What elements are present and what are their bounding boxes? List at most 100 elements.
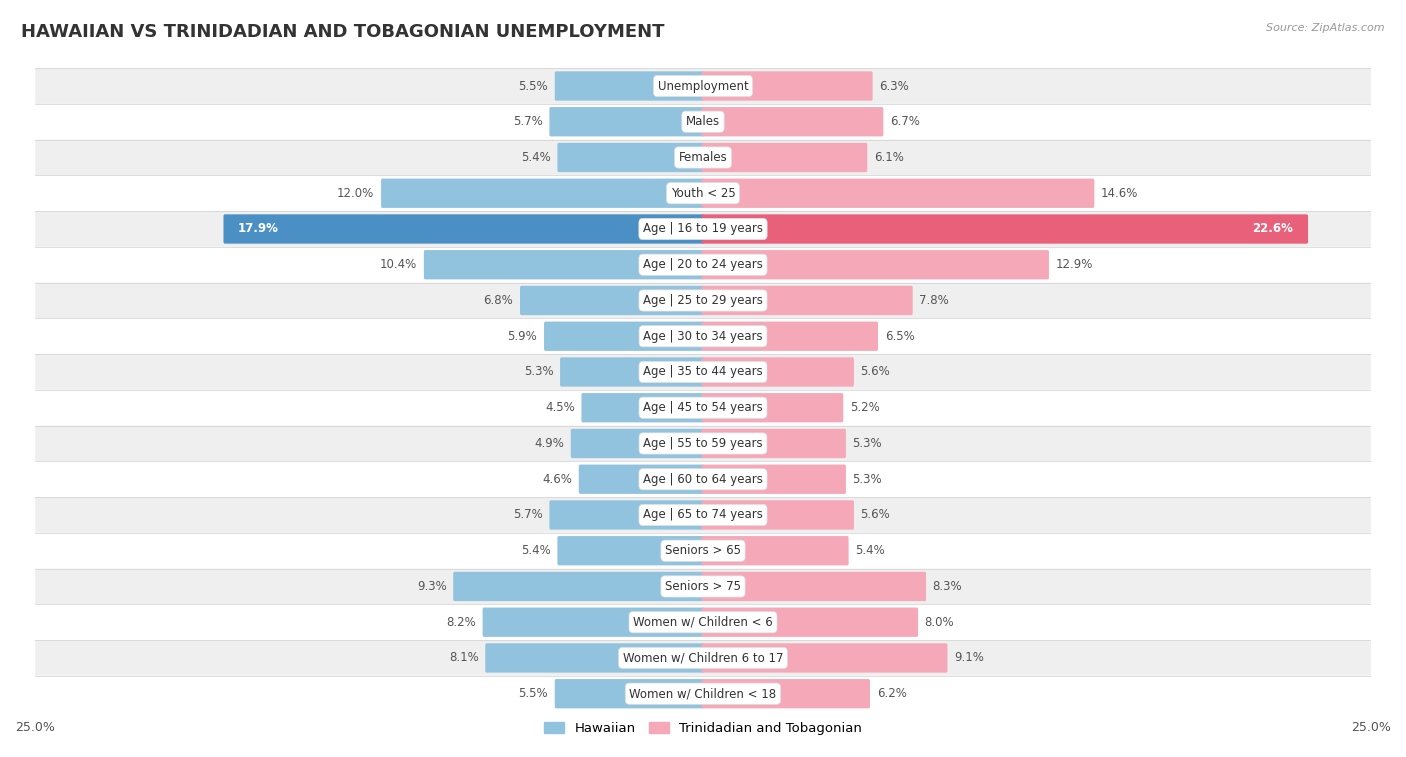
FancyBboxPatch shape	[35, 533, 1371, 569]
FancyBboxPatch shape	[702, 107, 883, 136]
Text: Age | 16 to 19 years: Age | 16 to 19 years	[643, 223, 763, 235]
Text: Seniors > 75: Seniors > 75	[665, 580, 741, 593]
FancyBboxPatch shape	[35, 176, 1371, 211]
FancyBboxPatch shape	[582, 393, 704, 422]
Text: 22.6%: 22.6%	[1253, 223, 1294, 235]
Text: 9.3%: 9.3%	[416, 580, 447, 593]
FancyBboxPatch shape	[560, 357, 704, 387]
FancyBboxPatch shape	[35, 425, 1371, 461]
FancyBboxPatch shape	[571, 428, 704, 458]
Text: 5.7%: 5.7%	[513, 509, 543, 522]
Text: 4.6%: 4.6%	[543, 472, 572, 486]
Text: 5.7%: 5.7%	[513, 115, 543, 128]
FancyBboxPatch shape	[702, 428, 846, 458]
Legend: Hawaiian, Trinidadian and Tobagonian: Hawaiian, Trinidadian and Tobagonian	[538, 716, 868, 740]
Text: Age | 20 to 24 years: Age | 20 to 24 years	[643, 258, 763, 271]
Text: Age | 45 to 54 years: Age | 45 to 54 years	[643, 401, 763, 414]
Text: HAWAIIAN VS TRINIDADIAN AND TOBAGONIAN UNEMPLOYMENT: HAWAIIAN VS TRINIDADIAN AND TOBAGONIAN U…	[21, 23, 665, 41]
FancyBboxPatch shape	[35, 569, 1371, 604]
FancyBboxPatch shape	[557, 143, 704, 172]
FancyBboxPatch shape	[702, 500, 853, 530]
Text: 6.3%: 6.3%	[879, 79, 910, 92]
Text: Females: Females	[679, 151, 727, 164]
Text: 6.7%: 6.7%	[890, 115, 920, 128]
Text: 8.0%: 8.0%	[925, 615, 955, 629]
Text: 5.6%: 5.6%	[860, 509, 890, 522]
Text: 5.3%: 5.3%	[524, 366, 554, 378]
FancyBboxPatch shape	[35, 461, 1371, 497]
FancyBboxPatch shape	[555, 71, 704, 101]
Text: 4.9%: 4.9%	[534, 437, 564, 450]
FancyBboxPatch shape	[35, 211, 1371, 247]
Text: Age | 55 to 59 years: Age | 55 to 59 years	[643, 437, 763, 450]
FancyBboxPatch shape	[35, 68, 1371, 104]
Text: 5.9%: 5.9%	[508, 330, 537, 343]
Text: 17.9%: 17.9%	[238, 223, 278, 235]
Text: 10.4%: 10.4%	[380, 258, 418, 271]
Text: 14.6%: 14.6%	[1101, 187, 1139, 200]
FancyBboxPatch shape	[550, 500, 704, 530]
Text: Age | 35 to 44 years: Age | 35 to 44 years	[643, 366, 763, 378]
Text: 9.1%: 9.1%	[955, 652, 984, 665]
Text: Youth < 25: Youth < 25	[671, 187, 735, 200]
FancyBboxPatch shape	[557, 536, 704, 565]
Text: 8.1%: 8.1%	[449, 652, 478, 665]
Text: 5.4%: 5.4%	[522, 151, 551, 164]
Text: 8.2%: 8.2%	[446, 615, 475, 629]
FancyBboxPatch shape	[702, 286, 912, 315]
Text: 6.2%: 6.2%	[877, 687, 907, 700]
FancyBboxPatch shape	[35, 676, 1371, 712]
Text: 5.5%: 5.5%	[519, 79, 548, 92]
FancyBboxPatch shape	[702, 179, 1094, 208]
FancyBboxPatch shape	[520, 286, 704, 315]
FancyBboxPatch shape	[702, 643, 948, 673]
Text: 6.8%: 6.8%	[484, 294, 513, 307]
FancyBboxPatch shape	[702, 250, 1049, 279]
FancyBboxPatch shape	[579, 465, 704, 494]
FancyBboxPatch shape	[702, 357, 853, 387]
FancyBboxPatch shape	[702, 679, 870, 709]
Text: 8.3%: 8.3%	[932, 580, 962, 593]
FancyBboxPatch shape	[555, 679, 704, 709]
FancyBboxPatch shape	[35, 604, 1371, 640]
Text: Women w/ Children < 6: Women w/ Children < 6	[633, 615, 773, 629]
Text: 5.2%: 5.2%	[849, 401, 880, 414]
Text: 4.5%: 4.5%	[546, 401, 575, 414]
Text: 12.0%: 12.0%	[337, 187, 374, 200]
Text: 5.3%: 5.3%	[852, 437, 882, 450]
FancyBboxPatch shape	[550, 107, 704, 136]
FancyBboxPatch shape	[702, 71, 873, 101]
FancyBboxPatch shape	[702, 536, 849, 565]
FancyBboxPatch shape	[423, 250, 704, 279]
FancyBboxPatch shape	[35, 319, 1371, 354]
FancyBboxPatch shape	[35, 390, 1371, 425]
Text: Women w/ Children < 18: Women w/ Children < 18	[630, 687, 776, 700]
Text: Age | 60 to 64 years: Age | 60 to 64 years	[643, 472, 763, 486]
Text: Age | 30 to 34 years: Age | 30 to 34 years	[643, 330, 763, 343]
Text: 12.9%: 12.9%	[1056, 258, 1092, 271]
FancyBboxPatch shape	[381, 179, 704, 208]
Text: 5.5%: 5.5%	[519, 687, 548, 700]
FancyBboxPatch shape	[35, 139, 1371, 176]
FancyBboxPatch shape	[544, 322, 704, 351]
FancyBboxPatch shape	[702, 393, 844, 422]
FancyBboxPatch shape	[453, 572, 704, 601]
Text: Age | 65 to 74 years: Age | 65 to 74 years	[643, 509, 763, 522]
FancyBboxPatch shape	[482, 608, 704, 637]
FancyBboxPatch shape	[702, 608, 918, 637]
FancyBboxPatch shape	[35, 497, 1371, 533]
Text: Males: Males	[686, 115, 720, 128]
Text: 5.3%: 5.3%	[852, 472, 882, 486]
FancyBboxPatch shape	[702, 572, 927, 601]
Text: 6.5%: 6.5%	[884, 330, 914, 343]
FancyBboxPatch shape	[702, 465, 846, 494]
Text: Age | 25 to 29 years: Age | 25 to 29 years	[643, 294, 763, 307]
Text: Unemployment: Unemployment	[658, 79, 748, 92]
FancyBboxPatch shape	[485, 643, 704, 673]
FancyBboxPatch shape	[702, 143, 868, 172]
Text: 6.1%: 6.1%	[875, 151, 904, 164]
FancyBboxPatch shape	[224, 214, 704, 244]
FancyBboxPatch shape	[35, 282, 1371, 319]
FancyBboxPatch shape	[35, 640, 1371, 676]
Text: Seniors > 65: Seniors > 65	[665, 544, 741, 557]
